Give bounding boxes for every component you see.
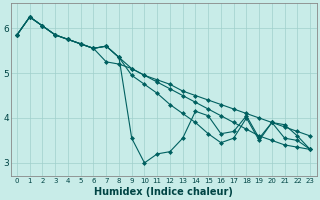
X-axis label: Humidex (Indice chaleur): Humidex (Indice chaleur) <box>94 187 233 197</box>
